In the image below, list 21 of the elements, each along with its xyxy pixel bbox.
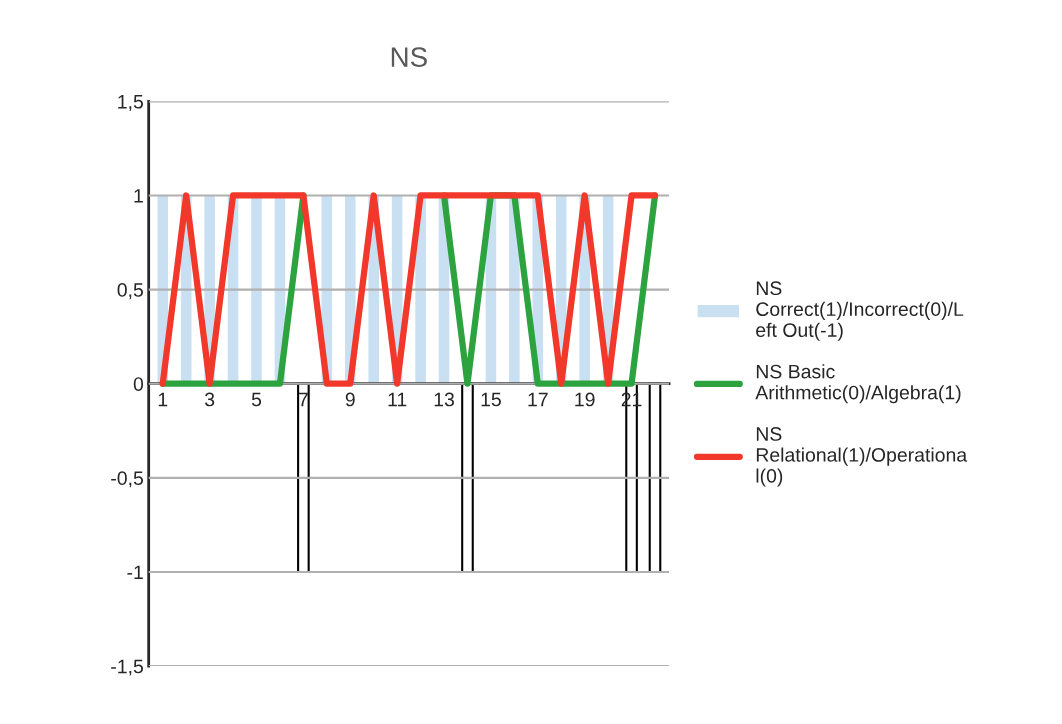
y-tick-label: -0,5 [111, 471, 144, 488]
y-tick-label: 0,5 [117, 283, 144, 300]
x-tick-label: 13 [434, 392, 454, 407]
x-tick-label: 15 [481, 392, 501, 407]
legend-label: NS Correct(1)/Incorrect(0)/L eft Out(-1) [756, 281, 964, 341]
x-tick-label: 3 [204, 392, 215, 407]
chart-title: NS [391, 47, 427, 67]
x-tick-label: 9 [345, 392, 355, 407]
x-tick-label: 11 [388, 392, 407, 407]
legend-label: NS Basic Arithmetic(0)/Algebra(1) [755, 364, 961, 404]
legend-label: NS Relational(1)/Operationa l(0) [756, 427, 968, 487]
y-tick-label: 1 [134, 189, 143, 203]
y-tick-label: 1,5 [118, 95, 144, 111]
x-tick-label: 7 [298, 392, 308, 407]
x-tick-label: 17 [528, 392, 548, 407]
x-tick-label: 19 [575, 392, 595, 407]
y-tick-label: -1 [127, 565, 143, 580]
y-tick-label: -1,5 [111, 659, 144, 676]
y-tick-label: 0 [133, 377, 144, 391]
x-tick-label: 1 [158, 392, 168, 407]
x-tick-label: 5 [251, 392, 262, 407]
